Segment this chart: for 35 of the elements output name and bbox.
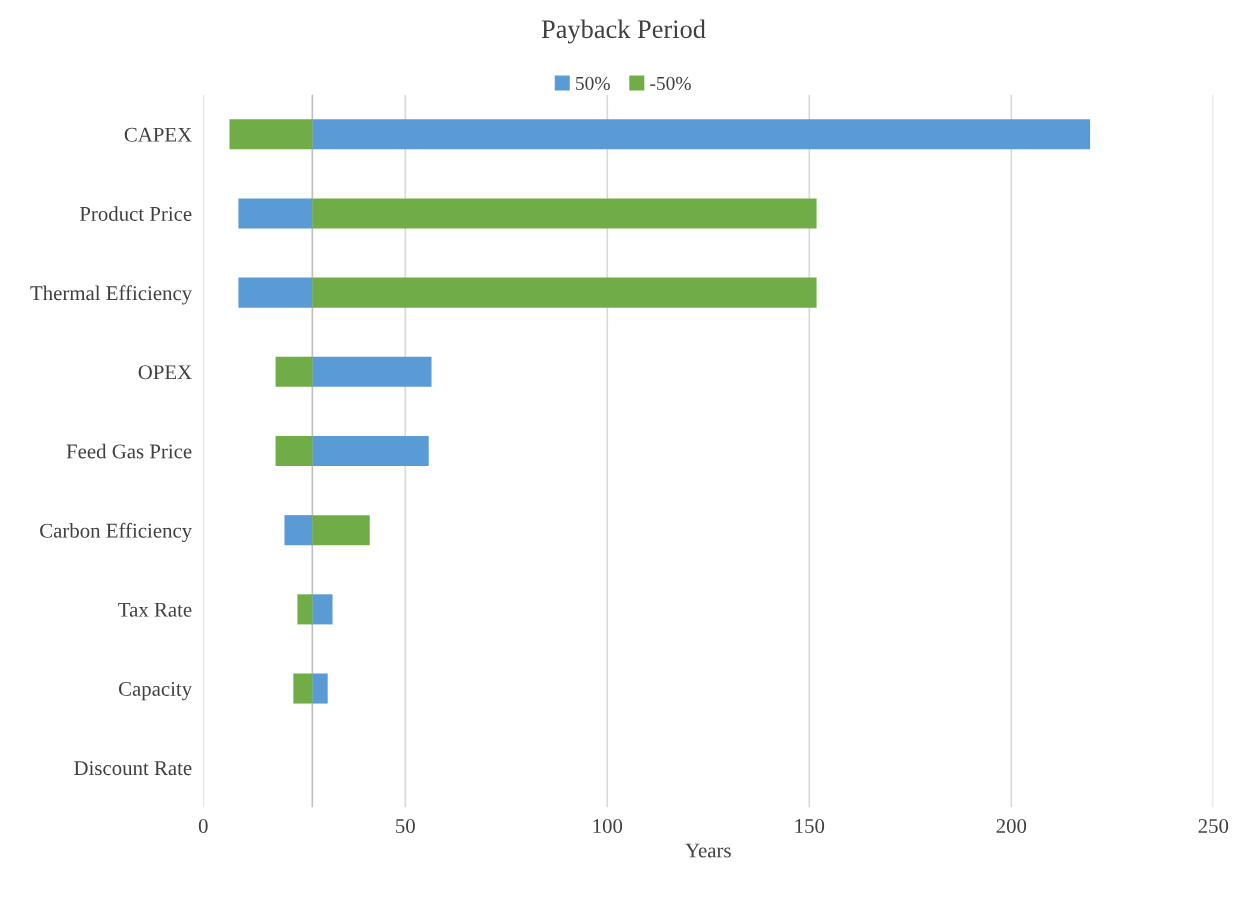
y-tick-label: Discount Rate xyxy=(74,761,192,776)
bar xyxy=(284,515,313,546)
bar xyxy=(275,356,313,387)
bar xyxy=(312,277,817,308)
legend-label: -50% xyxy=(650,76,691,90)
bar xyxy=(238,277,313,308)
bar xyxy=(312,119,1091,150)
x-tick-label: 150 xyxy=(795,819,825,834)
x-tick-label: 100 xyxy=(593,819,623,834)
y-tick-label: Feed Gas Price xyxy=(66,443,192,459)
bar xyxy=(312,356,432,387)
bar xyxy=(238,198,313,229)
y-tick-label: Product Price xyxy=(79,206,192,221)
bar xyxy=(229,119,313,150)
x-tick-label: 0 xyxy=(198,819,208,834)
bar xyxy=(312,515,370,546)
y-tick-label: Tax Rate xyxy=(118,602,192,617)
bar xyxy=(312,435,429,467)
bar xyxy=(312,673,328,704)
bar xyxy=(293,673,313,704)
bar xyxy=(297,594,313,625)
chart-title: Payback Period xyxy=(541,19,706,44)
bar xyxy=(312,594,333,625)
x-tick-label: 50 xyxy=(396,819,415,834)
legend-label: 50% xyxy=(576,76,610,90)
y-tick-label: CAPEX xyxy=(124,127,192,142)
y-tick-label: OPEX xyxy=(138,365,192,380)
y-tick-label: Thermal Efficiency xyxy=(30,285,193,305)
x-axis-title: Years xyxy=(685,843,731,858)
x-tick-label: 200 xyxy=(996,819,1027,834)
bar xyxy=(275,435,313,467)
y-tick-label: Capacity xyxy=(118,681,193,701)
x-tick-label: 250 xyxy=(1198,819,1229,834)
y-tick-label: Carbon Efficiency xyxy=(40,522,193,543)
bar xyxy=(312,198,817,229)
